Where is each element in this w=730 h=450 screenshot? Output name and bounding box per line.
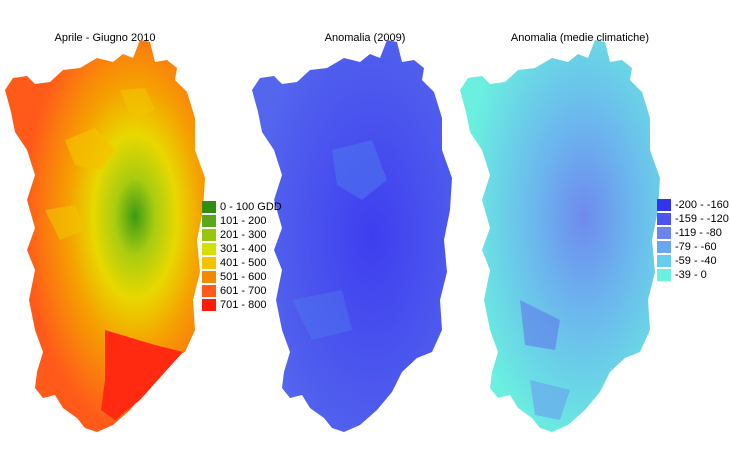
map-gdd [5,40,205,432]
legend-anomaly-climate: -200 - -160 -159 - -120 -119 - -80 -79 -… [657,198,729,282]
legend-label: 101 - 200 [220,215,267,227]
legend-item: 401 - 500 [202,256,282,270]
legend-label: -159 - -120 [675,213,729,225]
legend-label: -39 - 0 [675,269,707,281]
legend-swatch [202,299,216,311]
map-title-gdd: Aprile - Giugno 2010 [54,32,156,44]
legend-label: -59 - -40 [675,255,717,267]
legend-item: -159 - -120 [657,212,729,226]
legend-swatch [202,215,216,227]
legend-label: -119 - -80 [675,227,722,239]
legend-item: 701 - 800 [202,298,282,312]
legend-item: 501 - 600 [202,270,282,284]
legend-label: 501 - 600 [220,271,267,283]
map-anomaly-2009 [252,40,452,432]
legend-label: 0 - 100 GDD [220,201,282,213]
legend-swatch [657,255,671,267]
legend-item: -39 - 0 [657,268,729,282]
legend-label: 401 - 500 [220,257,267,269]
legend-swatch [202,285,216,297]
legend-swatch [202,271,216,283]
legend-item: 301 - 400 [202,242,282,256]
legend-gdd: 0 - 100 GDD 101 - 200 201 - 300 301 - 40… [202,200,282,312]
legend-swatch [202,201,216,213]
legend-swatch [657,241,671,253]
legend-swatch [202,243,216,255]
legend-label: 601 - 700 [220,285,267,297]
map-title-anomaly-2009: Anomalia (2009) [324,32,406,44]
legend-item: 201 - 300 [202,228,282,242]
legend-swatch [657,213,671,225]
legend-swatch [202,229,216,241]
legend-swatch [657,199,671,211]
legend-swatch [202,257,216,269]
legend-item: 0 - 100 GDD [202,200,282,214]
legend-label: -200 - -160 [675,199,729,211]
legend-item: 601 - 700 [202,284,282,298]
legend-swatch [657,227,671,239]
legend-item: -59 - -40 [657,254,729,268]
legend-label: 201 - 300 [220,229,267,241]
legend-label: -79 - -60 [675,241,717,253]
map-title-anomaly-climate: Anomalia (medie climatiche) [510,32,650,44]
legend-swatch [657,269,671,281]
legend-item: -200 - -160 [657,198,729,212]
legend-item: -119 - -80 [657,226,729,240]
legend-label: 301 - 400 [220,243,267,255]
legend-item: -79 - -60 [657,240,729,254]
legend-label: 701 - 800 [220,299,267,311]
legend-item: 101 - 200 [202,214,282,228]
map-anomaly-climate [460,40,660,432]
